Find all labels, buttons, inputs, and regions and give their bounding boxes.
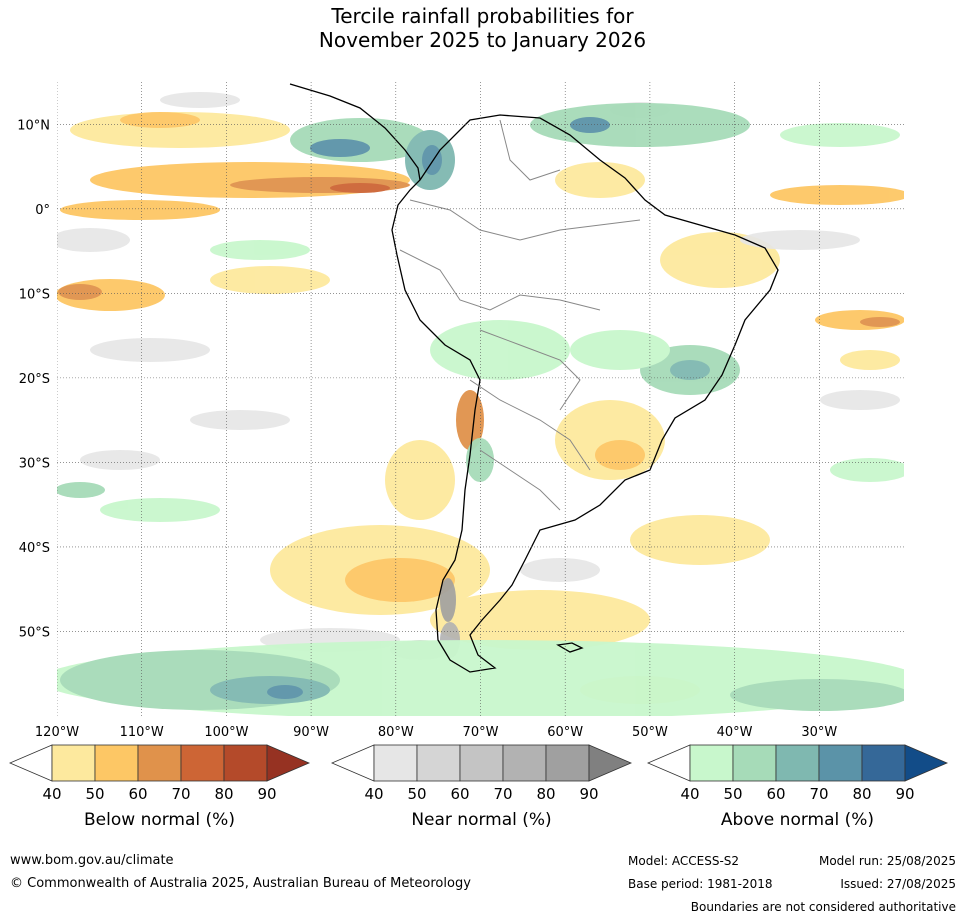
colorbar-arrow-low (646, 744, 691, 782)
colorbar-tick-label: 50 (407, 785, 426, 803)
above-normal-areas (57, 103, 904, 716)
lon-tick-label: 70°W (463, 725, 499, 740)
coastlines (289, 83, 779, 673)
colorbar-arrow-high (266, 744, 311, 782)
colorbar-segment (180, 744, 225, 782)
colorbar-tick-label: 50 (85, 785, 104, 803)
title-line-1: Tercile rainfall probabilities for (331, 4, 634, 28)
colorbar-segment (502, 744, 547, 782)
map-area[interactable] (40, 82, 920, 720)
colorbar-below: 40 50 60 70 80 90 Below normal (%) (8, 744, 311, 830)
lon-tick-label: 100°W (204, 725, 248, 740)
colorbar-arrow-low (330, 744, 375, 782)
colorbar-tick-label: 80 (536, 785, 555, 803)
colorbar-title: Near normal (%) (411, 810, 551, 830)
colorbar-segment (459, 744, 504, 782)
footer-url[interactable]: www.bom.gov.au/climate (10, 853, 174, 868)
lon-tick-label: 50°W (632, 725, 668, 740)
colorbar-segment (94, 744, 139, 782)
lon-tick-label: 120°W (35, 725, 79, 740)
colorbar-segment (732, 744, 777, 782)
colorbar-tick-label: 50 (723, 785, 742, 803)
colorbar-tick-label: 70 (493, 785, 512, 803)
colorbar-segment (137, 744, 182, 782)
latitude-labels: 10°N 0° 10°S 20°S 30°S 40°S 50°S (17, 118, 50, 640)
colorbar-segment (373, 744, 418, 782)
graticule (57, 82, 904, 716)
colorbar-tick-label: 90 (579, 785, 598, 803)
title-line-2: November 2025 to January 2026 (318, 28, 647, 52)
lon-tick-label: 30°W (801, 725, 837, 740)
lat-tick-label: 30°S (19, 456, 50, 471)
footer-model: Model: ACCESS-S2 (628, 854, 740, 868)
colorbar-arrow-low (8, 744, 53, 782)
colorbar-segment (775, 744, 820, 782)
colorbar-tick-label: 80 (852, 785, 871, 803)
longitude-labels: 120°W 110°W 100°W 90°W 80°W 70°W 60°W 50°W 40°W 3… (35, 725, 837, 740)
footer-base-period: Base period: 1981-2018 (628, 877, 773, 891)
colorbar-arrow-high (588, 744, 633, 782)
footer-disclaimer: Boundaries are not considered authoritat… (690, 900, 956, 914)
colorbar-tick-label: 90 (895, 785, 914, 803)
lon-tick-label: 110°W (120, 725, 164, 740)
footer-issued: Issued: 27/08/2025 (840, 877, 956, 891)
colorbar-tick-label: 60 (128, 785, 147, 803)
lat-tick-label: 10°N (17, 118, 50, 133)
lat-tick-label: 10°S (19, 287, 50, 302)
lat-tick-label: 50°S (19, 625, 50, 640)
colorbar-tick-label: 90 (257, 785, 276, 803)
footer-model-run: Model run: 25/08/2025 (818, 854, 956, 868)
below-normal-areas (57, 112, 904, 704)
colorbar-tick-label: 60 (450, 785, 469, 803)
colorbar-segment (689, 744, 734, 782)
lon-tick-label: 90°W (293, 725, 329, 740)
central-america-coast (289, 83, 421, 181)
colorbar-above: 40 50 60 70 80 90 Above normal (%) (646, 744, 949, 830)
south-america-coast (391, 114, 779, 673)
colorbar-tick-label: 70 (809, 785, 828, 803)
colorbar-title: Above normal (%) (721, 810, 874, 830)
colorbar-arrow-high (904, 744, 949, 782)
colorbars: 40 50 60 70 80 90 Below normal (%) 40 50 60 70 80 90… (8, 744, 949, 830)
colorbar-segment (818, 744, 863, 782)
falkland-islands (556, 642, 584, 653)
country-borders (399, 119, 641, 511)
colorbar-tick-label: 40 (42, 785, 61, 803)
lon-tick-label: 80°W (378, 725, 414, 740)
colorbar-segment (51, 744, 96, 782)
colorbar-tick-label: 70 (171, 785, 190, 803)
colorbar-tick-label: 60 (766, 785, 785, 803)
colorbar-tick-label: 80 (214, 785, 233, 803)
colorbar-near: 40 50 60 70 80 90 Near normal (%) (330, 744, 633, 830)
footer-copyright: © Commonwealth of Australia 2025, Austra… (10, 876, 471, 891)
probability-field (57, 82, 904, 716)
lat-tick-label: 0° (35, 203, 50, 218)
lat-tick-label: 20°S (19, 372, 50, 387)
colorbar-segment (416, 744, 461, 782)
colorbar-title: Below normal (%) (84, 810, 235, 830)
colorbar-segment (545, 744, 590, 782)
colorbar-tick-label: 40 (364, 785, 383, 803)
colorbar-segment (861, 744, 906, 782)
lon-tick-label: 40°W (717, 725, 753, 740)
colorbar-segment (223, 744, 268, 782)
lat-tick-label: 40°S (19, 541, 50, 556)
map-title: Tercile rainfall probabilities for Novem… (0, 4, 965, 52)
lon-tick-label: 60°W (547, 725, 583, 740)
colorbar-tick-label: 40 (680, 785, 699, 803)
